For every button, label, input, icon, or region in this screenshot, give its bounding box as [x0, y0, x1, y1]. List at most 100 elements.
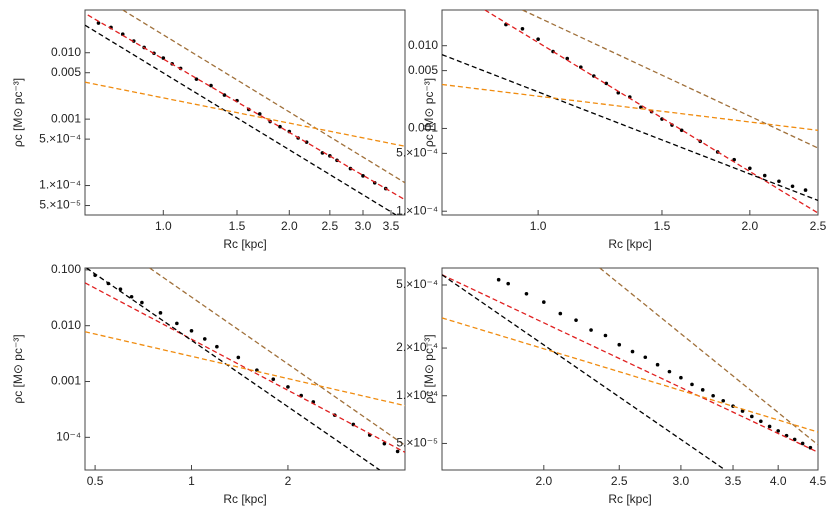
x-tick-label: 1.5 — [229, 219, 246, 233]
data-point — [565, 56, 570, 61]
data-point — [524, 291, 529, 296]
x-axis-label: Rc [kpc] — [223, 492, 266, 506]
fit-line — [442, 83, 818, 131]
fit-line — [149, 268, 405, 446]
data-point — [558, 311, 563, 316]
data-point — [286, 385, 290, 389]
data-point — [679, 128, 684, 133]
data-point — [257, 112, 262, 116]
data-point — [776, 429, 780, 433]
data-point — [96, 21, 101, 25]
data-point — [630, 349, 635, 354]
x-tick-label: 2.0 — [535, 474, 552, 488]
y-axis-label: ρc [M⊙ pc⁻³] — [11, 78, 25, 147]
x-axis-label: Rc [kpc] — [608, 492, 651, 506]
data-point — [158, 311, 163, 315]
data-point — [790, 184, 795, 189]
data-point — [542, 300, 546, 304]
fit-line — [86, 268, 381, 470]
y-tick-label: 5.×10⁻⁵ — [396, 436, 438, 450]
data-point — [118, 287, 123, 292]
x-tick-label: 2.5 — [611, 474, 628, 488]
data-point — [643, 355, 648, 360]
x-axis-label: Rc [kpc] — [608, 237, 651, 251]
data-point — [589, 328, 593, 332]
y-axis-label: ρc [M⊙ pc⁻³] — [422, 78, 436, 147]
y-tick-label: 1.×10⁻⁴ — [396, 388, 438, 402]
data-point — [667, 369, 672, 374]
y-tick-label: 0.010 — [51, 45, 81, 59]
data-point — [748, 166, 752, 171]
data-point — [721, 398, 726, 403]
data-point — [506, 281, 510, 286]
data-point — [140, 300, 144, 305]
x-tick-label: 2.5 — [810, 219, 827, 233]
panel: 1.0 1.5 2.0 2.5 3.0 3.5 0.010 0.005 0.001 5.×10⁻⁴… — [11, 9, 406, 251]
plot-area — [85, 268, 405, 470]
data-point — [762, 173, 767, 178]
x-tick-label: 1.0 — [155, 219, 172, 233]
y-axis-label: ρc [M⊙ pc⁻³] — [11, 334, 25, 403]
panel: 2.0 2.5 3.0 3.5 4.0 4.5 5.×10⁻⁴ 2.×10⁻⁴ 1.×10⁻⁴ 5… — [396, 267, 827, 506]
data-point — [361, 174, 365, 178]
data-point — [740, 409, 745, 413]
fit-line — [522, 10, 818, 149]
data-point — [202, 337, 207, 341]
x-tick-label: 3.5 — [725, 474, 742, 488]
y-tick-label: 5.×10⁻⁴ — [396, 146, 438, 160]
x-tick-label: 2.5 — [322, 219, 339, 233]
x-axis-label: Rc [kpc] — [223, 237, 266, 251]
x-tick-label: 4.0 — [770, 474, 787, 488]
y-axis-label: ρc [M⊙ pc⁻³] — [422, 334, 436, 403]
fit-line — [87, 14, 405, 201]
y-tick-label: 2.×10⁻⁴ — [396, 340, 438, 354]
data-point — [700, 388, 705, 392]
x-tick-label: 2.0 — [741, 219, 758, 233]
plot-area — [442, 10, 818, 214]
data-point — [759, 419, 763, 424]
data-point — [690, 382, 694, 387]
y-tick-label: 5.×10⁻⁴ — [39, 131, 81, 145]
fit-line — [85, 24, 397, 215]
data-point — [803, 188, 808, 192]
data-point — [617, 342, 622, 347]
data-point — [732, 157, 736, 162]
y-tick-label: 10⁻⁴ — [56, 430, 81, 444]
plot-frame — [441, 267, 819, 471]
fit-line — [442, 274, 818, 453]
fit-line — [442, 317, 818, 433]
data-point — [800, 441, 805, 446]
data-point — [750, 414, 754, 419]
x-tick-label: 2.0 — [281, 219, 298, 233]
y-tick-label: 0.001 — [51, 111, 81, 125]
plot-area — [442, 268, 818, 470]
fit-line — [442, 54, 818, 202]
panel: 1.0 1.5 2.0 2.5 0.010 0.005 0.001 5.×10⁻⁴ 1.×10⁻… — [396, 9, 827, 251]
x-tick-label: 1.5 — [654, 219, 671, 233]
data-point — [129, 294, 134, 299]
fit-line — [122, 10, 405, 184]
panel: 0.5 1 2 0.100 0.010 0.001 10⁻⁴ Rc [kpc] ρc [M⊙ p… — [11, 262, 406, 506]
plot-frame — [84, 267, 406, 471]
x-tick-label: 4.5 — [810, 474, 827, 488]
y-tick-label: 0.010 — [51, 318, 81, 332]
data-point — [175, 321, 179, 326]
data-point — [655, 362, 660, 367]
data-point — [120, 32, 125, 37]
fit-line — [85, 282, 405, 453]
data-point — [271, 377, 276, 382]
data-point — [767, 424, 772, 429]
x-tick-label: 2 — [285, 474, 292, 488]
fit-line — [484, 10, 818, 214]
plot-area — [85, 10, 405, 215]
x-tick-label: 0.5 — [87, 474, 104, 488]
plot-frame — [84, 9, 406, 216]
data-point — [604, 81, 609, 86]
fit-line — [599, 268, 818, 446]
y-tick-label: 1.×10⁻⁴ — [39, 178, 81, 192]
data-point — [222, 93, 227, 97]
data-point — [520, 27, 525, 31]
data-point — [189, 328, 194, 333]
data-point — [574, 318, 578, 322]
y-tick-label: 0.001 — [51, 374, 81, 388]
